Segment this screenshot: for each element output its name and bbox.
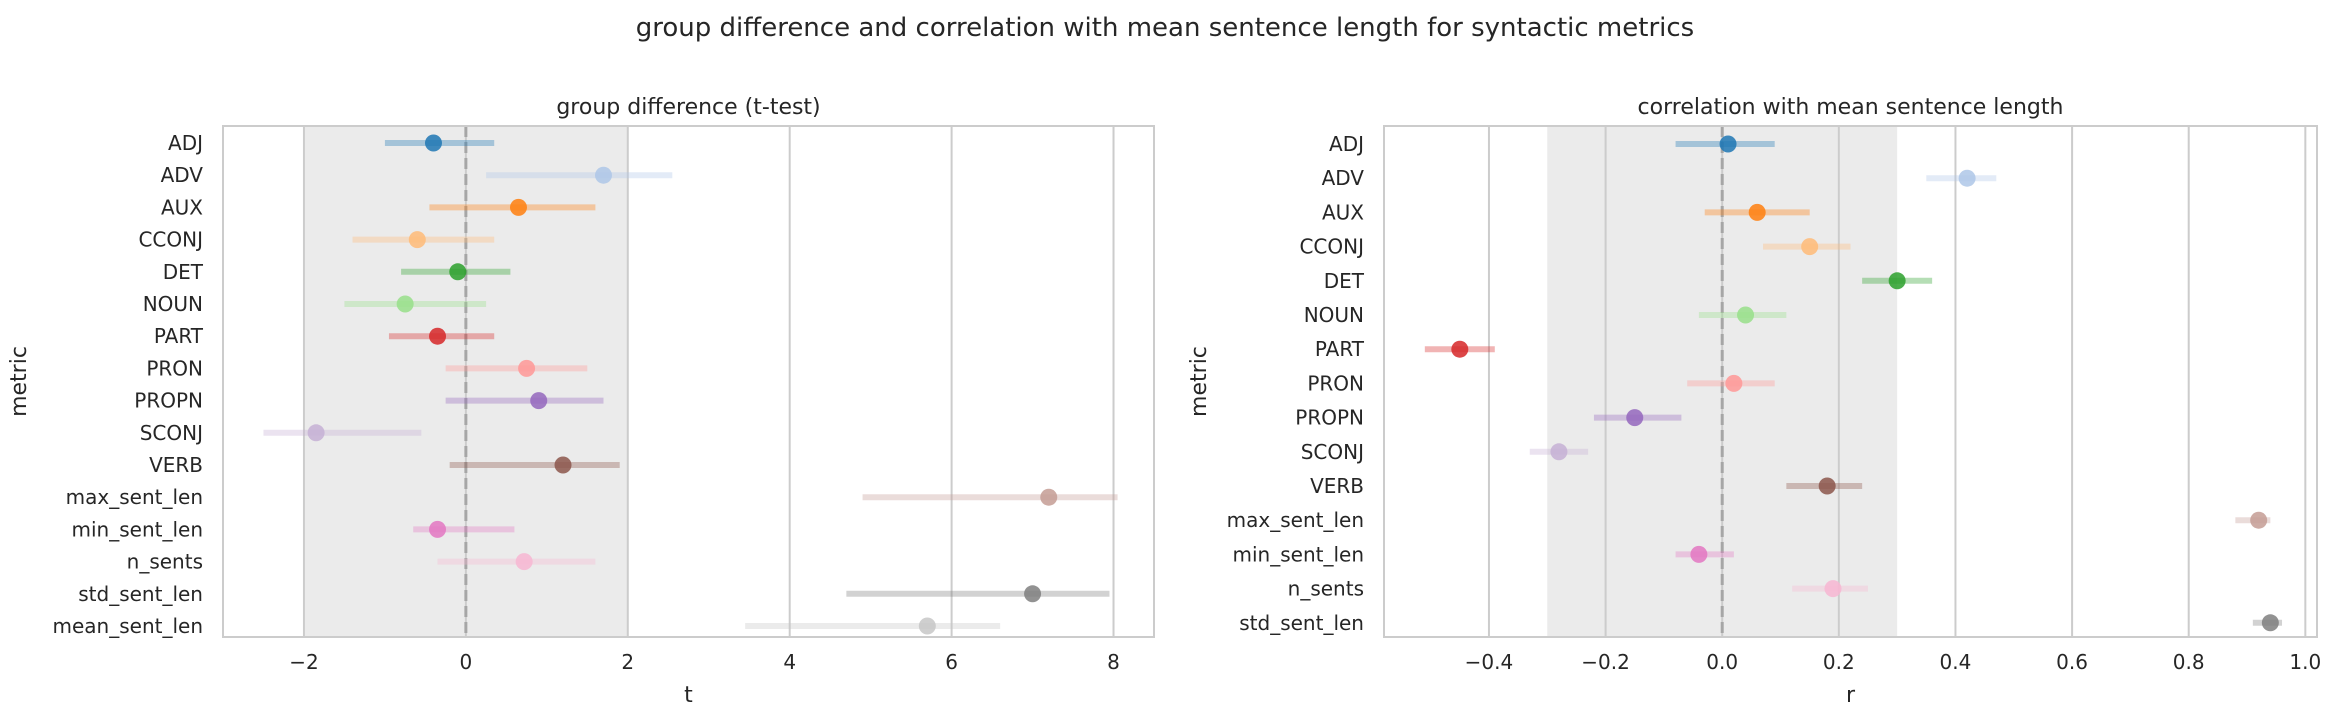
x-tick-label: −0.2 xyxy=(1581,650,1630,674)
x-axis-label: r xyxy=(1846,683,1856,708)
point xyxy=(1818,477,1836,495)
axes-title: group difference (t-test) xyxy=(556,95,820,120)
x-tick-label: −0.4 xyxy=(1465,650,1514,674)
point xyxy=(594,166,612,184)
point xyxy=(449,263,467,281)
point xyxy=(2261,614,2279,632)
x-tick-label: 8 xyxy=(1107,650,1120,674)
y-tick-label: NOUN xyxy=(143,292,203,316)
y-axis-label: metric xyxy=(1187,346,1212,417)
y-tick-label: CCONJ xyxy=(138,228,203,252)
x-tick-label: 0.2 xyxy=(1823,650,1855,674)
point xyxy=(1040,488,1058,506)
point xyxy=(509,198,527,216)
y-tick-label: AUX xyxy=(1322,200,1364,224)
point xyxy=(554,456,572,474)
y-tick-label: PRON xyxy=(146,356,203,380)
y-tick-label: ADJ xyxy=(168,131,203,155)
y-tick-label: std_sent_len xyxy=(1239,611,1364,635)
y-tick-label: PROPN xyxy=(1295,406,1364,430)
point xyxy=(918,617,936,635)
y-tick-label: DET xyxy=(1324,269,1365,293)
axes-title: correlation with mean sentence length xyxy=(1638,95,2064,120)
x-tick-label: 0.6 xyxy=(2056,650,2088,674)
point xyxy=(1888,272,1906,290)
y-tick-label: PART xyxy=(154,324,204,348)
point xyxy=(530,392,548,410)
point xyxy=(1024,585,1042,603)
x-tick-label: 0.8 xyxy=(2173,650,2205,674)
point xyxy=(307,424,325,442)
point xyxy=(1801,238,1819,256)
point xyxy=(518,359,536,377)
panel-correlation: −0.4 −0.2 0.0 0.2 0.4 0.6 0.8 1.0 ADJ ADV AUX CCONJ… xyxy=(1187,95,2321,708)
y-tick-label: max_sent_len xyxy=(1227,508,1364,532)
panel-t-test: −2 0 2 4 6 8 ADJ ADV AUX CCONJ DET NOUN PART PRON PROP… xyxy=(7,95,1155,708)
axes-frame xyxy=(1383,125,2318,638)
y-tick-label: ADV xyxy=(1322,166,1365,190)
point xyxy=(396,295,414,313)
point xyxy=(429,327,447,345)
y-tick-label: min_sent_len xyxy=(72,517,204,541)
x-tick-label: 4 xyxy=(783,650,796,674)
point xyxy=(424,134,442,152)
point xyxy=(1748,203,1766,221)
y-tick-label: CCONJ xyxy=(1299,235,1364,259)
x-tick-label: 1.0 xyxy=(2289,650,2321,674)
y-tick-label: max_sent_len xyxy=(66,485,203,509)
y-tick-label: mean_sent_len xyxy=(53,614,204,638)
point xyxy=(429,520,447,538)
y-tick-label: std_sent_len xyxy=(78,582,203,606)
point xyxy=(515,553,533,571)
y-tick-label: PART xyxy=(1315,337,1365,361)
y-tick-label: DET xyxy=(163,260,204,284)
point xyxy=(1690,545,1708,563)
x-tick-label: 0.4 xyxy=(1940,650,1972,674)
y-tick-label: PRON xyxy=(1307,371,1364,395)
y-tick-label: SCONJ xyxy=(1301,440,1364,464)
y-tick-label: n_sents xyxy=(127,550,203,574)
point xyxy=(1550,443,1568,461)
x-tick-label: 2 xyxy=(621,650,634,674)
y-tick-label: SCONJ xyxy=(140,421,203,445)
figure-suptitle: group difference and correlation with me… xyxy=(636,13,1694,43)
x-tick-label: −2 xyxy=(289,650,318,674)
y-tick-label: VERB xyxy=(1310,474,1364,498)
x-tick-label: 0 xyxy=(460,650,473,674)
point xyxy=(1958,169,1976,187)
y-tick-label: ADV xyxy=(161,163,204,187)
point xyxy=(1719,135,1737,153)
y-tick-label: VERB xyxy=(149,453,203,477)
point xyxy=(1737,306,1755,324)
point xyxy=(2250,511,2268,529)
point xyxy=(1626,409,1644,427)
x-tick-label: 0.0 xyxy=(1706,650,1738,674)
y-tick-label: NOUN xyxy=(1304,303,1364,327)
y-axis-label: metric xyxy=(7,346,32,417)
point xyxy=(1725,374,1743,392)
y-tick-label: AUX xyxy=(161,195,203,219)
y-tick-label: ADJ xyxy=(1329,132,1364,156)
x-axis-label: t xyxy=(684,683,693,708)
axes-frame xyxy=(222,125,1155,638)
y-tick-label: min_sent_len xyxy=(1233,542,1365,566)
y-tick-label: n_sents xyxy=(1288,577,1364,601)
point xyxy=(1824,580,1842,598)
point xyxy=(408,231,426,249)
y-tick-label: PROPN xyxy=(134,389,203,413)
point xyxy=(1451,340,1469,358)
x-tick-label: 6 xyxy=(945,650,958,674)
